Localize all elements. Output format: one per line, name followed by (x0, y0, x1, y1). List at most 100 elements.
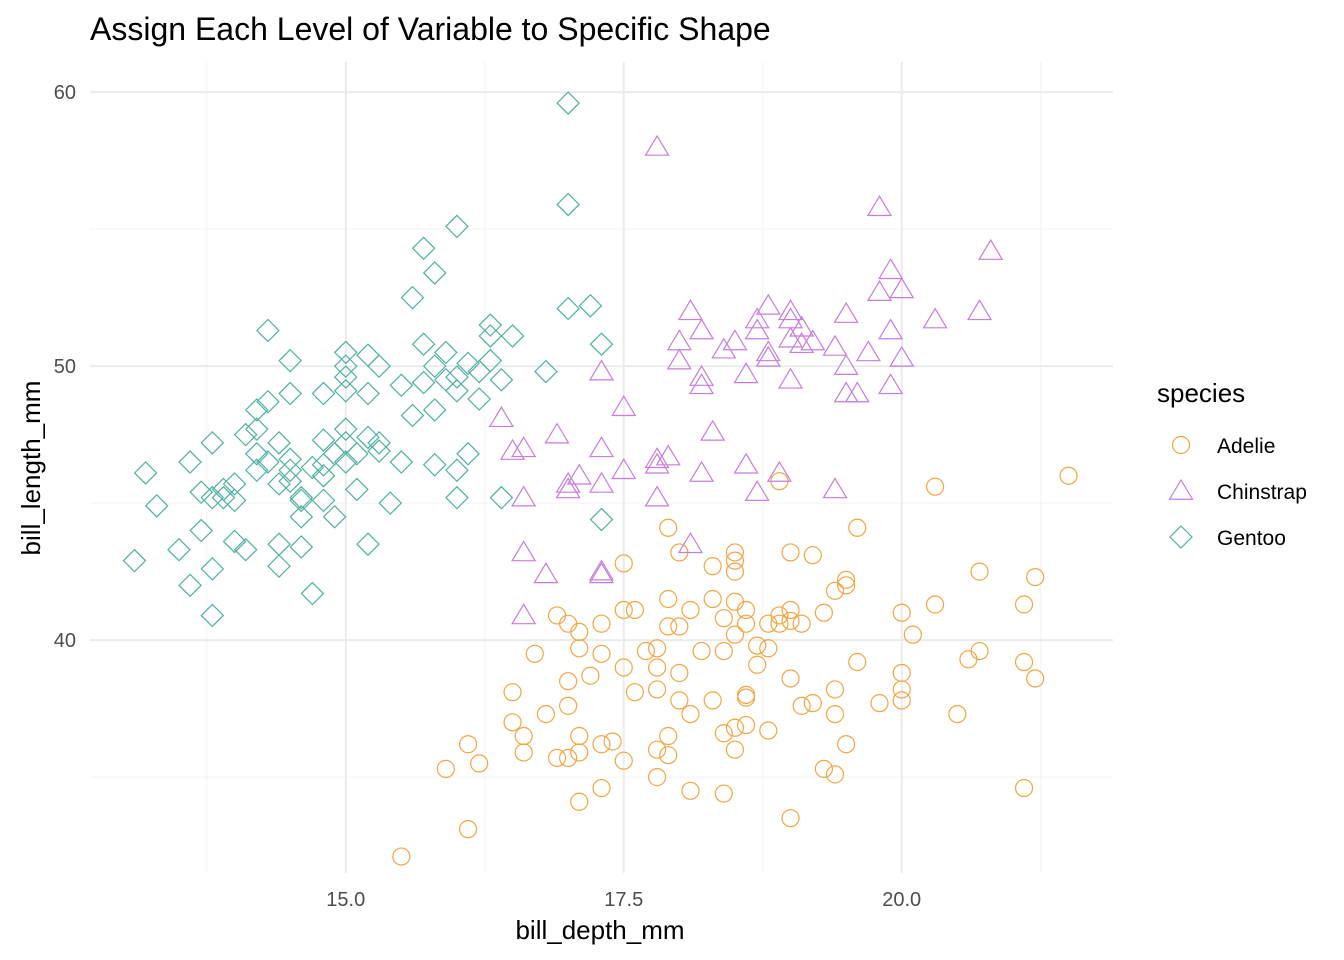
data-point-gentoo (367, 439, 391, 463)
data-point-adelie (703, 589, 722, 609)
data-point-adelie (659, 518, 678, 537)
data-point-chinstrap (677, 299, 704, 321)
data-point-chinstrap (711, 337, 737, 359)
data-point-gentoo (200, 430, 225, 455)
data-point-adelie (647, 639, 667, 658)
data-point-adelie (714, 784, 733, 803)
data-point-adelie (736, 715, 756, 735)
data-point-adelie (725, 718, 745, 737)
data-point-gentoo (144, 494, 169, 518)
data-point-gentoo (433, 367, 458, 392)
data-point-adelie (570, 622, 589, 641)
data-point-gentoo (389, 373, 414, 398)
data-point-adelie (814, 759, 833, 778)
data-point-chinstrap (700, 419, 726, 441)
data-point-adelie (703, 691, 722, 710)
data-point-adelie (536, 704, 556, 724)
legend-label-chinstrap: Chinstrap (1217, 481, 1307, 504)
data-point-adelie (636, 641, 656, 661)
data-point-gentoo (289, 488, 314, 513)
data-point-adelie (1014, 778, 1034, 798)
data-point-adelie (781, 809, 800, 828)
data-point-adelie (848, 518, 867, 537)
data-point-gentoo (200, 557, 225, 581)
data-point-adelie (736, 614, 756, 633)
data-point-adelie (670, 617, 689, 636)
data-point-adelie (792, 696, 811, 715)
series-adelie (392, 466, 1078, 866)
data-point-chinstrap (611, 458, 637, 480)
data-point-gentoo (333, 354, 358, 378)
data-point-chinstrap (789, 315, 815, 337)
data-point-adelie (725, 543, 745, 562)
data-point-adelie (681, 704, 700, 724)
data-point-chinstrap (978, 238, 1004, 260)
data-point-gentoo (345, 477, 369, 502)
data-point-gentoo (556, 91, 580, 115)
data-point-adelie (614, 751, 633, 770)
data-point-gentoo (411, 332, 436, 357)
legend-key-adelie (1171, 435, 1191, 455)
data-point-gentoo (456, 441, 480, 466)
data-point-gentoo (411, 370, 436, 395)
data-point-adelie (470, 754, 489, 773)
data-point-gentoo (411, 236, 436, 261)
data-point-gentoo (267, 472, 291, 496)
data-point-chinstrap (733, 362, 759, 384)
data-point-adelie (1026, 567, 1045, 587)
data-point-adelie (559, 672, 578, 691)
data-point-chinstrap (866, 195, 893, 217)
data-point-chinstrap (789, 332, 815, 354)
data-point-adelie (503, 713, 522, 732)
x-tick-label: 20.0 (882, 889, 921, 911)
data-point-adelie (759, 721, 778, 740)
data-point-gentoo (289, 535, 314, 559)
data-point-adelie (925, 595, 945, 614)
data-point-gentoo (433, 340, 458, 365)
data-point-adelie (659, 746, 678, 765)
data-point-adelie (825, 680, 845, 699)
legend-label-gentoo: Gentoo (1217, 527, 1286, 550)
data-point-gentoo (333, 430, 358, 455)
data-point-gentoo (178, 573, 202, 598)
data-point-chinstrap (967, 299, 993, 321)
data-point-adelie (959, 650, 978, 669)
data-point-gentoo (267, 430, 291, 455)
data-point-chinstrap (744, 307, 770, 329)
data-point-adelie (1059, 466, 1078, 485)
data-point-chinstrap (878, 258, 904, 280)
data-point-adelie (458, 735, 478, 754)
data-point-adelie (725, 592, 745, 611)
data-point-gentoo (356, 343, 380, 368)
data-point-gentoo (456, 351, 480, 376)
data-point-gentoo (500, 324, 525, 348)
data-point-adelie (570, 792, 589, 811)
data-point-adelie (725, 551, 745, 570)
data-point-chinstrap (722, 329, 748, 351)
data-point-adelie (714, 609, 733, 628)
data-point-adelie (559, 748, 578, 768)
x-tick-label: 17.5 (604, 889, 643, 911)
data-point-gentoo (311, 488, 336, 513)
data-point-gentoo (311, 428, 336, 452)
data-point-chinstrap (655, 444, 681, 466)
data-point-adelie (592, 735, 611, 754)
data-point-adelie (1014, 595, 1034, 614)
legend-title: species (1157, 378, 1245, 408)
data-point-chinstrap (866, 279, 893, 301)
data-point-gentoo (222, 472, 247, 496)
data-point-chinstrap (555, 471, 581, 493)
data-point-adelie (837, 735, 856, 754)
data-point-chinstrap (533, 562, 559, 584)
y-tick-label: 60 (54, 82, 76, 104)
data-point-adelie (781, 611, 800, 631)
data-point-gentoo (478, 348, 503, 373)
data-point-chinstrap (833, 353, 859, 375)
data-point-gentoo (333, 417, 358, 441)
data-point-chinstrap (511, 436, 537, 458)
data-point-adelie (603, 732, 622, 751)
data-point-gentoo (267, 532, 291, 557)
chart-title: Assign Each Level of Variable to Specifi… (90, 11, 771, 47)
data-point-adelie (925, 477, 945, 496)
data-point-chinstrap (566, 463, 592, 485)
